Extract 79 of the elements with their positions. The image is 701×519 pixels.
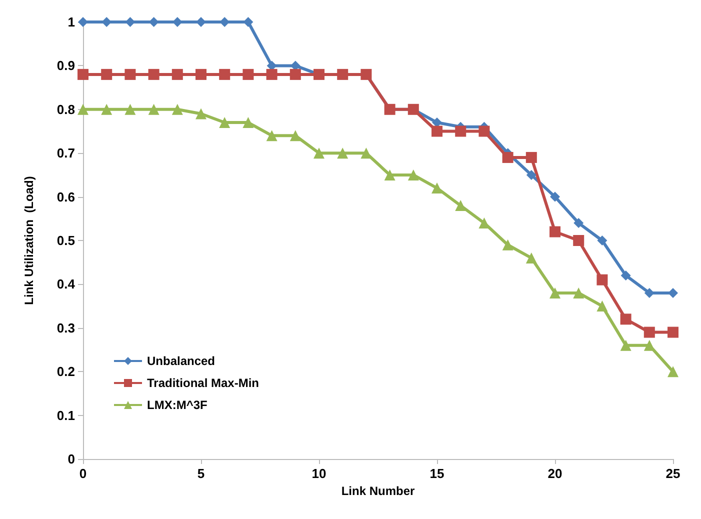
point <box>478 126 490 137</box>
point <box>78 104 88 115</box>
y-tick-label: 1 <box>68 14 75 30</box>
point <box>644 340 655 351</box>
y-tick-label: 0.3 <box>56 320 75 336</box>
point <box>668 326 678 338</box>
point <box>574 218 584 228</box>
point <box>266 130 278 142</box>
x-tick-label: 25 <box>666 466 680 481</box>
y-tick-label: 0.8 <box>56 102 75 117</box>
point <box>596 300 608 312</box>
point <box>668 366 678 378</box>
point <box>196 17 206 27</box>
point <box>78 68 88 80</box>
point <box>101 104 112 115</box>
point <box>196 68 206 80</box>
x-tick-label: 15 <box>430 466 444 481</box>
point <box>148 17 159 27</box>
point <box>196 108 206 120</box>
point <box>148 68 160 80</box>
point <box>644 326 655 338</box>
point <box>597 236 608 246</box>
point <box>620 270 631 280</box>
point <box>526 170 536 180</box>
legend-label: LMX:M^3F <box>147 398 208 412</box>
point <box>360 148 372 159</box>
point <box>573 235 584 246</box>
point <box>550 287 560 298</box>
y-tick-label: 0.6 <box>56 189 75 204</box>
x-tick-label: 5 <box>197 466 205 481</box>
point <box>408 169 419 180</box>
point <box>550 192 560 202</box>
point <box>432 126 442 137</box>
x-tick-label: 10 <box>312 466 326 481</box>
point <box>290 130 301 142</box>
x-axis-title: Link Number <box>341 484 415 498</box>
point <box>596 274 608 286</box>
point <box>620 340 632 351</box>
point <box>620 314 632 325</box>
y-tick-label: 0.4 <box>56 276 76 292</box>
y-tick-label: 0 <box>68 452 75 466</box>
point <box>502 239 514 250</box>
point <box>290 68 301 80</box>
x-tick-label: 0 <box>79 466 87 481</box>
x-tick-label: 20 <box>548 466 562 481</box>
point <box>432 182 442 194</box>
y-axis-title: Link Utilization (Load) <box>22 176 36 305</box>
point <box>502 152 514 163</box>
point <box>125 17 136 27</box>
point <box>455 200 466 212</box>
point <box>526 252 537 264</box>
y-tick-label: 0.1 <box>56 408 75 423</box>
point <box>172 68 183 80</box>
y-tick-label: 0.7 <box>56 146 75 161</box>
point <box>644 288 654 298</box>
point <box>124 68 136 80</box>
point <box>266 68 278 80</box>
y-tick-label: 0.5 <box>56 233 75 248</box>
y-tick-label: 0.9 <box>56 58 75 74</box>
point <box>172 104 183 115</box>
point <box>337 148 348 159</box>
point <box>148 104 160 115</box>
point <box>573 287 584 298</box>
point <box>219 68 230 80</box>
point <box>455 126 466 137</box>
legend-label: Traditional Max-Min <box>147 376 260 390</box>
point <box>384 169 396 180</box>
point <box>550 226 560 238</box>
y-tick-label: 0.2 <box>56 364 75 380</box>
point <box>124 104 136 115</box>
point <box>314 148 324 159</box>
point <box>243 17 254 27</box>
legend-label: Unbalanced <box>147 354 216 368</box>
point <box>242 117 254 128</box>
point <box>242 68 254 80</box>
point <box>219 117 230 128</box>
point <box>101 68 112 80</box>
point <box>668 288 678 298</box>
point <box>526 152 537 163</box>
